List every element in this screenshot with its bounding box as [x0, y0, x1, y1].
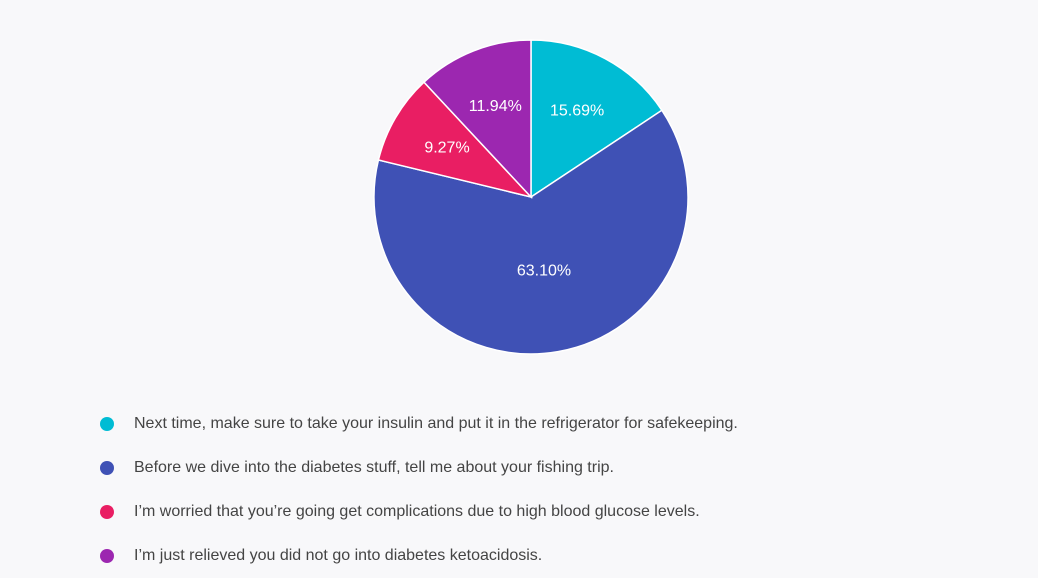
pie-slice-label: 11.94%: [469, 98, 522, 115]
pie-slice-label: 9.27%: [424, 139, 469, 156]
legend-color-dot-icon: [100, 505, 114, 519]
legend-color-dot-icon: [100, 417, 114, 431]
legend-label: Before we dive into the diabetes stuff, …: [134, 459, 614, 476]
legend-color-dot-icon: [100, 461, 114, 475]
pie-chart: 15.69% 63.10% 9.27% 11.94%: [373, 39, 689, 355]
pie-slice[interactable]: [373, 109, 689, 355]
pie-slice-label: 15.69%: [550, 103, 604, 120]
legend-label: I’m worried that you’re going get compli…: [134, 503, 700, 520]
legend-item[interactable]: I’m just relieved you did not go into di…: [100, 534, 1000, 578]
legend-item[interactable]: Next time, make sure to take your insuli…: [100, 402, 1000, 446]
legend-label: Next time, make sure to take your insuli…: [134, 415, 738, 432]
legend-item[interactable]: Before we dive into the diabetes stuff, …: [100, 446, 1000, 490]
pie-slice-label: 63.10%: [517, 263, 571, 280]
legend-item[interactable]: I’m worried that you’re going get compli…: [100, 490, 1000, 534]
legend-color-dot-icon: [100, 549, 114, 563]
pie-slice[interactable]: [422, 39, 532, 199]
pie-slice[interactable]: [530, 39, 663, 199]
pie-slice[interactable]: [377, 81, 534, 199]
legend-label: I’m just relieved you did not go into di…: [134, 547, 543, 564]
chart-legend: Next time, make sure to take your insuli…: [100, 402, 1000, 578]
pie-chart-area: 15.69% 63.10% 9.27% 11.94%: [373, 39, 689, 355]
